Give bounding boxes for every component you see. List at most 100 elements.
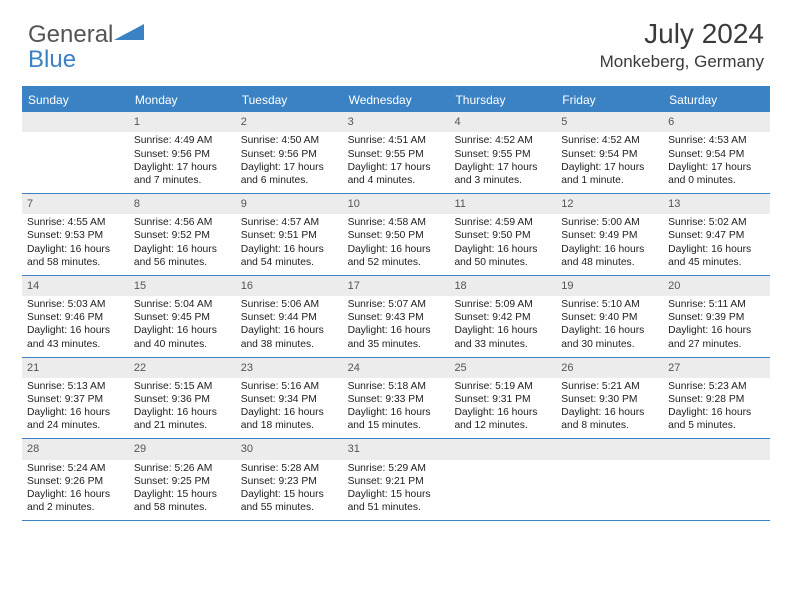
day-body: Sunrise: 4:53 AMSunset: 9:54 PMDaylight:…: [663, 132, 770, 193]
day-sunset: Sunset: 9:40 PM: [561, 311, 658, 324]
dow-row: SundayMondayTuesdayWednesdayThursdayFrid…: [22, 88, 770, 112]
day-body: Sunrise: 4:49 AMSunset: 9:56 PMDaylight:…: [129, 132, 236, 193]
day-sunset: Sunset: 9:53 PM: [27, 229, 124, 242]
day-sunrise: Sunrise: 4:55 AM: [27, 216, 124, 229]
day-sunset: Sunset: 9:36 PM: [134, 393, 231, 406]
dow-header: Monday: [129, 88, 236, 112]
day-cell: 5Sunrise: 4:52 AMSunset: 9:54 PMDaylight…: [556, 112, 663, 193]
logo: General Blue: [28, 18, 113, 72]
day-number: 19: [556, 276, 663, 296]
day-sunrise: Sunrise: 4:59 AM: [454, 216, 551, 229]
day-daylight: Daylight: 17 hours and 6 minutes.: [241, 161, 338, 187]
day-daylight: Daylight: 16 hours and 21 minutes.: [134, 406, 231, 432]
dow-header: Saturday: [663, 88, 770, 112]
day-number: [449, 439, 556, 459]
day-number: 8: [129, 194, 236, 214]
day-cell: 7Sunrise: 4:55 AMSunset: 9:53 PMDaylight…: [22, 194, 129, 275]
day-body: [449, 460, 556, 518]
day-number: 21: [22, 358, 129, 378]
day-number: 13: [663, 194, 770, 214]
day-cell: 16Sunrise: 5:06 AMSunset: 9:44 PMDayligh…: [236, 276, 343, 357]
day-cell: 21Sunrise: 5:13 AMSunset: 9:37 PMDayligh…: [22, 358, 129, 439]
day-body: Sunrise: 4:58 AMSunset: 9:50 PMDaylight:…: [343, 214, 450, 275]
day-sunset: Sunset: 9:50 PM: [348, 229, 445, 242]
day-body: Sunrise: 4:57 AMSunset: 9:51 PMDaylight:…: [236, 214, 343, 275]
day-sunrise: Sunrise: 4:57 AM: [241, 216, 338, 229]
dow-header: Sunday: [22, 88, 129, 112]
calendar: SundayMondayTuesdayWednesdayThursdayFrid…: [22, 86, 770, 521]
day-cell: 2Sunrise: 4:50 AMSunset: 9:56 PMDaylight…: [236, 112, 343, 193]
day-number: 20: [663, 276, 770, 296]
day-body: Sunrise: 5:11 AMSunset: 9:39 PMDaylight:…: [663, 296, 770, 357]
day-number: 1: [129, 112, 236, 132]
day-daylight: Daylight: 16 hours and 18 minutes.: [241, 406, 338, 432]
day-body: Sunrise: 5:10 AMSunset: 9:40 PMDaylight:…: [556, 296, 663, 357]
day-cell: 13Sunrise: 5:02 AMSunset: 9:47 PMDayligh…: [663, 194, 770, 275]
day-daylight: Daylight: 16 hours and 48 minutes.: [561, 243, 658, 269]
day-sunrise: Sunrise: 5:06 AM: [241, 298, 338, 311]
week-row: 7 Sunrise: 4:55 AMSunset: 9:53 PM Daylight…: [22, 194, 770, 276]
day-sunrise: Sunrise: 5:13 AM: [27, 380, 124, 393]
day-cell: 27Sunrise: 5:23 AMSunset: 9:28 PMDayligh…: [663, 358, 770, 439]
day-sunrise: Sunrise: 5:11 AM: [668, 298, 765, 311]
day-number: [556, 439, 663, 459]
day-sunset: Sunset: 9:46 PM: [27, 311, 124, 324]
dow-header: Friday: [556, 88, 663, 112]
day-sunset: Sunset: 9:39 PM: [668, 311, 765, 324]
day-number: 25: [449, 358, 556, 378]
day-sunrise: Sunrise: 5:00 AM: [561, 216, 658, 229]
day-number: 6: [663, 112, 770, 132]
day-daylight: Daylight: 17 hours and 3 minutes.: [454, 161, 551, 187]
day-number: 31: [343, 439, 450, 459]
title-block: July 2024 Monkeberg, Germany: [600, 18, 764, 72]
day-body: Sunrise: 5:23 AMSunset: 9:28 PMDaylight:…: [663, 378, 770, 439]
day-daylight: Daylight: 16 hours and 24 minutes.: [27, 406, 124, 432]
week-row: 21Sunrise: 5:13 AMSunset: 9:37 PMDayligh…: [22, 358, 770, 440]
day-sunset: Sunset: 9:55 PM: [348, 148, 445, 161]
day-number: 7: [22, 194, 129, 214]
day-body: [22, 132, 129, 190]
week-row: 1Sunrise: 4:49 AMSunset: 9:56 PMDaylight…: [22, 112, 770, 194]
day-sunrise: Sunrise: 4:52 AM: [561, 134, 658, 147]
day-body: Sunrise: 5:03 AMSunset: 9:46 PMDaylight:…: [22, 296, 129, 357]
day-daylight: Daylight: 16 hours and 35 minutes.: [348, 324, 445, 350]
day-cell: 29Sunrise: 5:26 AMSunset: 9:25 PMDayligh…: [129, 439, 236, 520]
day-number: 15: [129, 276, 236, 296]
day-sunrise: Sunrise: 4:52 AM: [454, 134, 551, 147]
day-body: Sunrise: 5:24 AMSunset: 9:26 PMDaylight:…: [22, 460, 129, 521]
day-cell: 25Sunrise: 5:19 AMSunset: 9:31 PMDayligh…: [449, 358, 556, 439]
day-sunrise: Sunrise: 5:09 AM: [454, 298, 551, 311]
day-daylight: Daylight: 16 hours and 8 minutes.: [561, 406, 658, 432]
day-daylight: Daylight: 16 hours and 40 minutes.: [134, 324, 231, 350]
day-cell: 3Sunrise: 4:51 AMSunset: 9:55 PMDaylight…: [343, 112, 450, 193]
day-body: Sunrise: 5:18 AMSunset: 9:33 PMDaylight:…: [343, 378, 450, 439]
day-cell: 30Sunrise: 5:28 AMSunset: 9:23 PMDayligh…: [236, 439, 343, 520]
day-body: Sunrise: 4:59 AMSunset: 9:50 PMDaylight:…: [449, 214, 556, 275]
day-cell: [663, 439, 770, 520]
month-title: July 2024: [600, 18, 764, 50]
day-sunset: Sunset: 9:51 PM: [241, 229, 338, 242]
day-body: Sunrise: 5:09 AMSunset: 9:42 PMDaylight:…: [449, 296, 556, 357]
day-body: Sunrise: 5:04 AMSunset: 9:45 PMDaylight:…: [129, 296, 236, 357]
day-body: Sunrise: 5:29 AMSunset: 9:21 PMDaylight:…: [343, 460, 450, 521]
day-sunset: Sunset: 9:50 PM: [454, 229, 551, 242]
day-sunrise: Sunrise: 4:50 AM: [241, 134, 338, 147]
day-number: 2: [236, 112, 343, 132]
day-number: 26: [556, 358, 663, 378]
day-body: [556, 460, 663, 518]
day-sunset: Sunset: 9:33 PM: [348, 393, 445, 406]
day-cell: 1Sunrise: 4:49 AMSunset: 9:56 PMDaylight…: [129, 112, 236, 193]
day-cell: 10Sunrise: 4:58 AMSunset: 9:50 PMDayligh…: [343, 194, 450, 275]
day-sunset: Sunset: 9:54 PM: [561, 148, 658, 161]
day-cell: [556, 439, 663, 520]
day-sunrise: Sunrise: 5:19 AM: [454, 380, 551, 393]
dow-header: Tuesday: [236, 88, 343, 112]
day-sunset: Sunset: 9:52 PM: [134, 229, 231, 242]
day-sunset: Sunset: 9:44 PM: [241, 311, 338, 324]
day-number: 17: [343, 276, 450, 296]
day-number: 16: [236, 276, 343, 296]
day-number: 4: [449, 112, 556, 132]
day-sunrise: Sunrise: 4:58 AM: [348, 216, 445, 229]
day-cell: 26Sunrise: 5:21 AMSunset: 9:30 PMDayligh…: [556, 358, 663, 439]
day-number: 3: [343, 112, 450, 132]
